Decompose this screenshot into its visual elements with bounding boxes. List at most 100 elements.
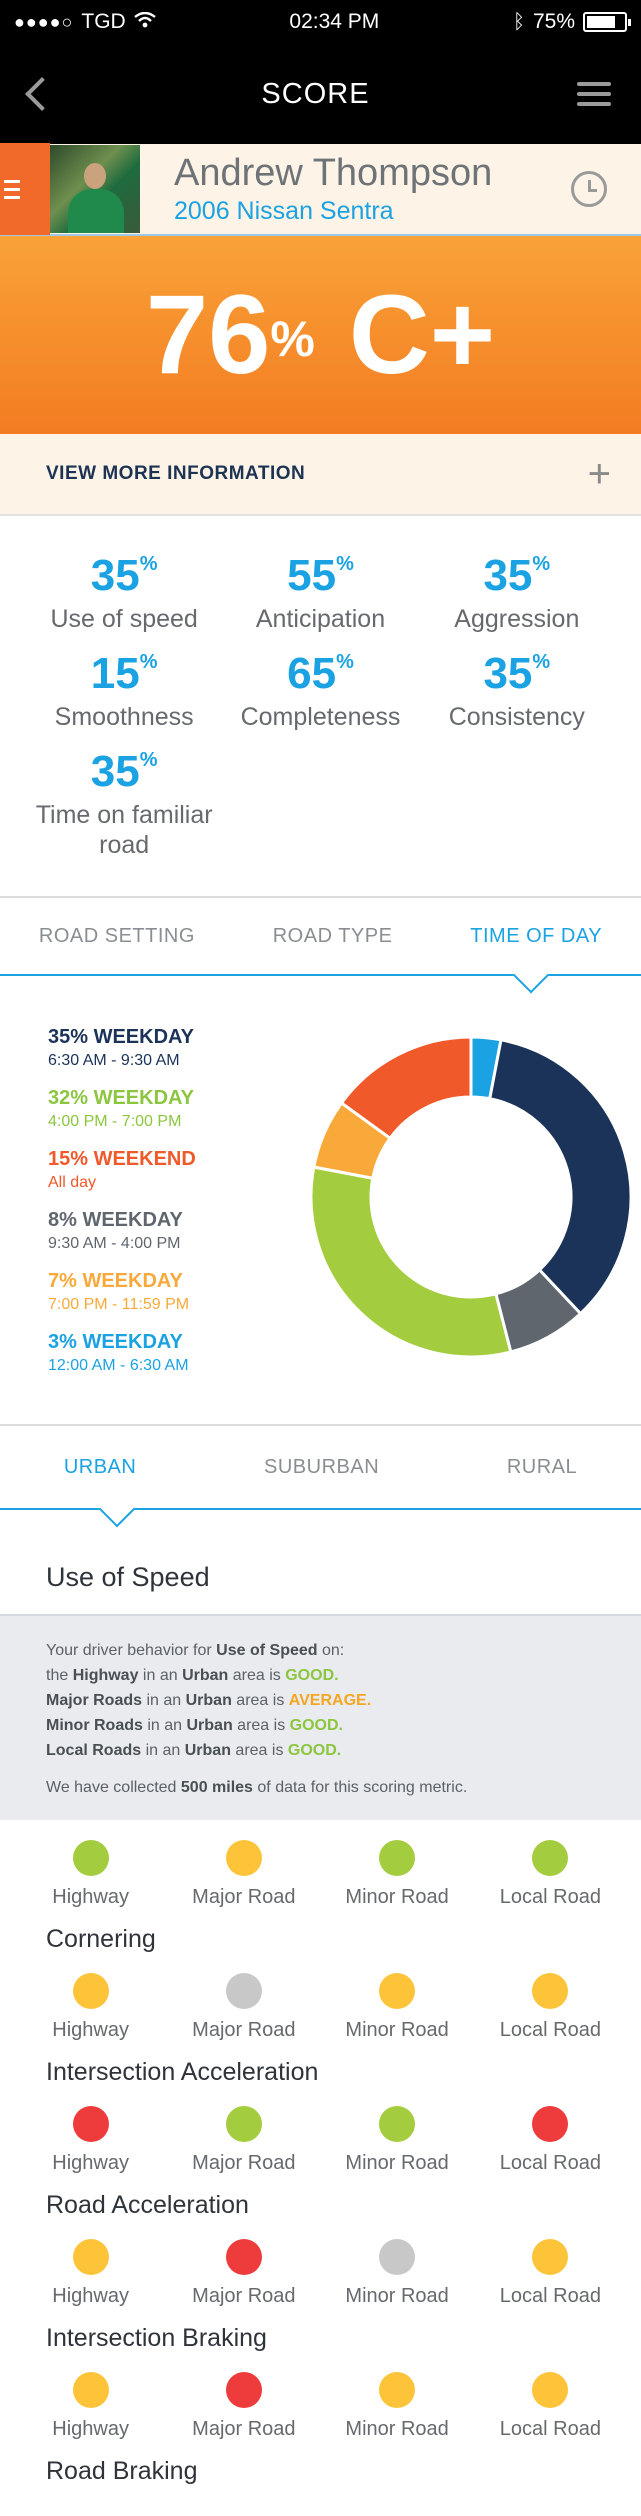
- rating-cell[interactable]: Major Road: [167, 2360, 320, 2441]
- rating-dot: [379, 2106, 416, 2142]
- note-area: Urban: [186, 1717, 233, 1734]
- plus-icon[interactable]: +: [587, 452, 611, 496]
- note-road: Highway: [72, 1667, 139, 1684]
- road-label: Major Road: [192, 2152, 296, 2174]
- rating-cell[interactable]: Major Road: [167, 1961, 320, 2042]
- metric-unit: %: [336, 651, 354, 673]
- rating-row: Highway Major Road Minor Road Local Road: [0, 2094, 641, 2175]
- road-label: Minor Road: [345, 2152, 449, 2174]
- road-label: Local Road: [499, 2152, 601, 2174]
- time-of-day-panel: 35% WEEKDAY 6:30 AM - 9:30 AM 32% WEEKDAY 4…: [0, 976, 641, 1426]
- score-percent: 76: [145, 272, 271, 397]
- metric-unit: %: [532, 651, 551, 673]
- behavior-summary: Your driver behavior for Use of Speed on…: [0, 1614, 641, 1820]
- legend-item: 8% WEEKDAY 9:30 AM - 4:00 PM: [48, 1209, 278, 1253]
- rating-cell[interactable]: Local Road: [474, 1961, 627, 2042]
- rating-cell[interactable]: Highway: [14, 2360, 167, 2441]
- road-label: Highway: [52, 2019, 129, 2041]
- rating-cell[interactable]: Minor Road: [321, 1961, 474, 2042]
- metric-row-title: Cornering: [46, 1925, 156, 1953]
- metric-label: Anticipation: [255, 605, 386, 633]
- rating-dot: [225, 2106, 262, 2142]
- rating-cell[interactable]: Major Road: [167, 2094, 320, 2175]
- tab-road-type[interactable]: ROAD TYPE: [272, 924, 393, 947]
- rating-cell[interactable]: Minor Road: [321, 2360, 474, 2441]
- drawer-tab-icon[interactable]: [0, 143, 50, 235]
- tab-suburban[interactable]: SUBURBAN: [264, 1455, 380, 1478]
- note-collected: We have collected 500 miles of data for …: [46, 1775, 595, 1800]
- legend-subtitle: 7:00 PM - 11:59 PM: [48, 1296, 190, 1313]
- legend-subtitle: 6:30 AM - 9:30 AM: [48, 1052, 180, 1069]
- rating-dot: [532, 2372, 569, 2408]
- note-area: Urban: [185, 1692, 232, 1709]
- driver-avatar: [50, 145, 140, 233]
- bluetooth-icon: ᛒ: [512, 10, 525, 33]
- rating-cell[interactable]: Highway: [14, 2227, 167, 2308]
- rating-cell[interactable]: Local Road: [474, 2094, 627, 2175]
- back-arrow-icon[interactable]: [25, 77, 59, 111]
- metric: 65% Completeness: [222, 652, 418, 732]
- metric-value: 65%: [287, 649, 354, 698]
- metric-label: Use of speed: [50, 605, 198, 633]
- note-rating: GOOD.: [285, 1667, 339, 1684]
- rating-dot: [225, 2372, 262, 2408]
- note-road: Minor Roads: [46, 1717, 143, 1734]
- rating-cell[interactable]: Local Road: [474, 2227, 627, 2308]
- metric-label: Time on familiar road: [35, 801, 213, 859]
- rating-cell[interactable]: Highway: [14, 1961, 167, 2042]
- rating-dot: [532, 1973, 569, 2009]
- legend-title: 8% WEEKDAY: [48, 1209, 183, 1231]
- rating-cell[interactable]: Highway: [14, 1828, 167, 1909]
- chart-tabs: ROAD SETTING ROAD TYPE TIME OF DAY: [0, 898, 641, 994]
- rating-row: Highway Major Road Minor Road Local Road: [0, 1820, 641, 1909]
- rating-cell[interactable]: Minor Road: [321, 2227, 474, 2308]
- battery-icon: [583, 12, 631, 32]
- road-label: Minor Road: [345, 2285, 449, 2307]
- chart-legend: 35% WEEKDAY 6:30 AM - 9:30 AM 32% WEEKDAY 4…: [48, 1026, 278, 1374]
- note-text: on:: [317, 1642, 345, 1659]
- rating-row: Highway Major Road Minor Road Local Road: [0, 1961, 641, 2042]
- rating-cell[interactable]: Minor Road: [321, 2094, 474, 2175]
- hamburger-menu-icon[interactable]: [576, 82, 611, 106]
- tab-time-of-day[interactable]: TIME OF DAY: [470, 924, 603, 947]
- note-text: area is: [228, 1667, 286, 1684]
- tab-road-setting[interactable]: ROAD SETTING: [38, 924, 195, 947]
- rating-cell[interactable]: Local Road: [474, 2360, 627, 2441]
- vehicle-name[interactable]: 2006 Nissan Sentra: [174, 197, 394, 225]
- rating-dot: [225, 2239, 262, 2275]
- road-label: Highway: [52, 2152, 129, 2174]
- tab-rural[interactable]: RURAL: [506, 1455, 578, 1478]
- metric-row-title: Intersection Acceleration: [46, 2058, 319, 2086]
- note-text: in an: [142, 1717, 187, 1734]
- rating-cell[interactable]: Major Road: [167, 2227, 320, 2308]
- note-text: in an: [142, 1692, 186, 1709]
- note-text: Your driver behavior for: [46, 1642, 217, 1659]
- history-clock-icon[interactable]: [571, 171, 607, 207]
- driver-name: Andrew Thompson: [174, 152, 493, 194]
- battery-percent: 75%: [532, 10, 575, 33]
- rating-dot: [379, 1973, 416, 2009]
- driver-profile: Andrew Thompson 2006 Nissan Sentra: [0, 143, 641, 236]
- rating-dot: [379, 2372, 416, 2408]
- road-label: Major Road: [192, 2418, 296, 2440]
- page-title: SCORE: [261, 77, 370, 110]
- rating-cell[interactable]: Minor Road: [321, 1828, 474, 1909]
- road-label: Minor Road: [345, 1886, 449, 1908]
- rating-dot: [72, 2372, 109, 2408]
- rating-cell[interactable]: Major Road: [167, 1828, 320, 1909]
- note-text: in an: [138, 1667, 183, 1684]
- tab-urban[interactable]: URBAN: [63, 1455, 137, 1478]
- nav-bar: SCORE: [0, 44, 641, 144]
- road-label: Local Road: [499, 1886, 601, 1908]
- rating-dot: [532, 2106, 569, 2142]
- road-label: Major Road: [192, 2019, 296, 2041]
- note-bold: Use of Speed: [216, 1642, 318, 1659]
- donut-slice: [339, 1035, 473, 1141]
- rating-cell[interactable]: Local Road: [474, 1828, 627, 1909]
- view-more-information-row[interactable]: VIEW MORE INFORMATION +: [0, 434, 641, 516]
- rating-cell[interactable]: Highway: [14, 2094, 167, 2175]
- rating-dot: [225, 1973, 262, 2009]
- legend-item: 15% WEEKEND All day: [48, 1148, 278, 1192]
- signal-icon: ●●●●○: [14, 11, 74, 32]
- status-bar: ●●●●○ TGD 02:34 PM ᛒ 75%: [0, 0, 641, 44]
